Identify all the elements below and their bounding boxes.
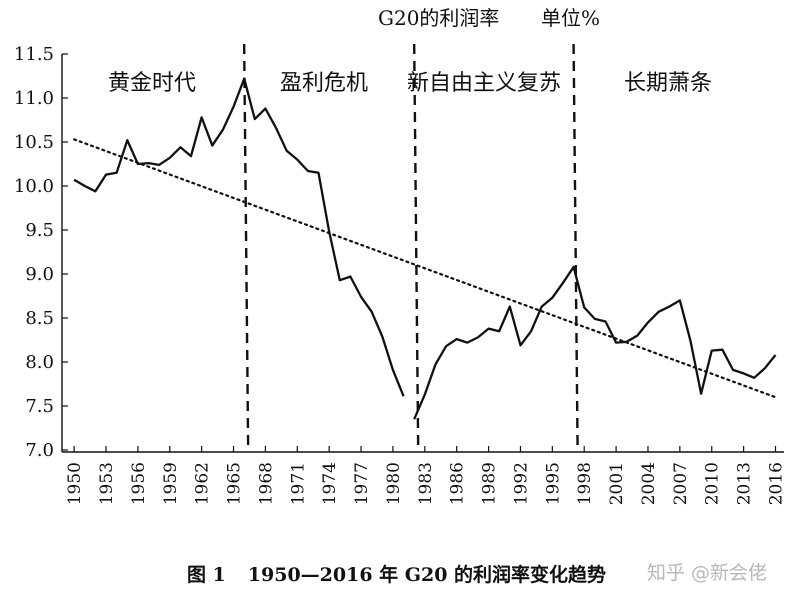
x-tick-label: 1950	[65, 462, 85, 505]
watermark: 知乎 @新会佬	[646, 562, 767, 584]
x-tick-label: 2007	[671, 462, 691, 505]
caption-text: 1950—2016 年 G20 的利润率变化趋势	[247, 564, 607, 586]
y-tick-label: 8.0	[25, 352, 54, 373]
period-labels: 黄金时代 盈利危机 新自由主义复苏 长期萧条	[108, 71, 712, 96]
series-segment-1	[73, 77, 405, 397]
y-tick-label: 8.5	[25, 308, 54, 329]
period-label: 黄金时代	[108, 71, 196, 96]
x-tick-label: 1998	[575, 462, 595, 505]
y-tick-label: 10.5	[14, 132, 54, 153]
y-tick-label: 10.0	[14, 176, 54, 197]
x-tick-label: 2013	[735, 462, 755, 505]
chart-title: G20的利润率	[378, 6, 499, 30]
period-divider	[572, 43, 579, 449]
x-tick-label: 2010	[703, 462, 723, 505]
x-tick-label: 1956	[129, 462, 149, 505]
y-tick-label: 9.5	[25, 220, 54, 241]
axes: 7.0 7.5 8.0 8.5 9.0 9.5 10.0 10.5 11.0 11.5 1950 19…	[14, 44, 787, 505]
period-label: 长期萧条	[624, 71, 712, 96]
series-segment-2	[413, 265, 777, 420]
y-tick-label: 9.0	[25, 264, 54, 285]
y-tick-label: 7.5	[25, 396, 54, 417]
x-tick-label: 1953	[97, 462, 117, 505]
x-tick-label: 1971	[288, 462, 308, 505]
period-label: 盈利危机	[280, 71, 368, 96]
x-tick-label: 2016	[766, 462, 786, 505]
x-tick-label: 2001	[607, 462, 627, 505]
x-tick-label: 1983	[416, 462, 436, 505]
x-tick-label: 1989	[480, 462, 500, 505]
x-tick-label: 2004	[639, 462, 659, 505]
caption-figure-number: 图 1	[186, 564, 226, 586]
y-tick-label: 7.0	[25, 440, 54, 461]
x-tick-label: 1980	[384, 462, 404, 505]
trend-line	[73, 138, 777, 399]
chart-canvas: 7.0 7.5 8.0 8.5 9.0 9.5 10.0 10.5 11.0 11.5 1950 19…	[14, 6, 787, 505]
chart-unit: 单位%	[541, 6, 600, 30]
x-tick-label: 1968	[256, 462, 276, 505]
x-tick-label: 1986	[448, 462, 468, 505]
x-tick-label: 1962	[193, 462, 213, 505]
period-divider	[412, 43, 420, 449]
period-label: 新自由主义复苏	[407, 71, 561, 96]
figure-caption: 图 1 1950—2016 年 G20 的利润率变化趋势	[0, 560, 793, 587]
y-tick-label: 11.5	[14, 44, 54, 65]
profit-rate-series	[73, 77, 777, 420]
period-divider	[242, 43, 250, 449]
x-tick-label: 1977	[352, 462, 372, 505]
x-tick-label: 1974	[320, 462, 340, 505]
period-dividers	[242, 43, 579, 449]
x-tick-label: 1965	[225, 462, 245, 505]
x-tick-label: 1959	[161, 462, 181, 505]
x-tick-label: 1992	[511, 462, 531, 505]
x-tick-label: 1995	[543, 462, 563, 505]
y-tick-label: 11.0	[14, 88, 54, 109]
trend-line-path	[73, 138, 777, 399]
